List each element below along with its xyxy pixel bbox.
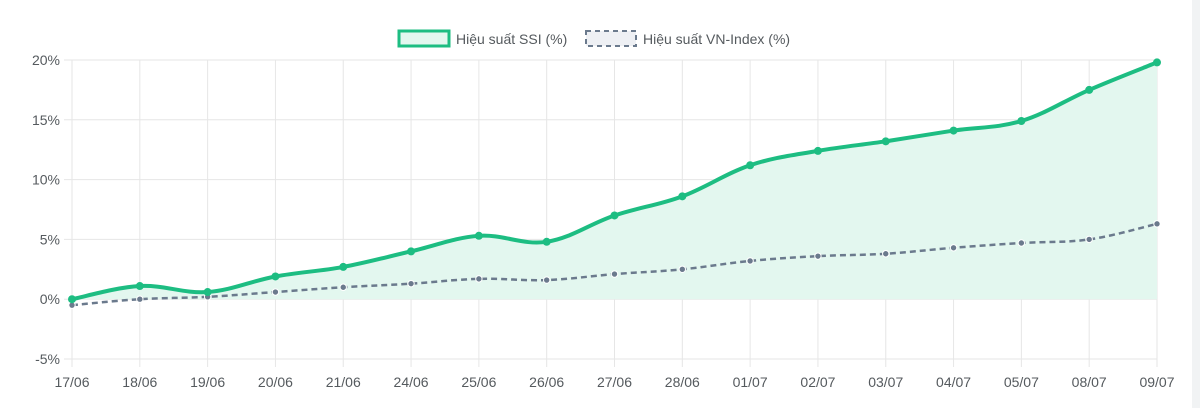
ssi-point[interactable] — [678, 192, 687, 201]
x-tick-label: 21/06 — [326, 374, 361, 390]
x-tick-label: 03/07 — [868, 374, 903, 390]
ssi-point[interactable] — [610, 211, 619, 220]
legend-label-ssi: Hiệu suất SSI (%) — [456, 31, 567, 47]
ssi-point[interactable] — [949, 126, 958, 135]
legend-swatch-vnindex — [585, 30, 637, 47]
x-tick-label: 02/07 — [800, 374, 835, 390]
x-tick-label: 09/07 — [1139, 374, 1174, 390]
ssi-point[interactable] — [135, 282, 144, 291]
vnindex-point[interactable] — [407, 279, 415, 288]
x-tick-label: 04/07 — [936, 374, 971, 390]
vnindex-point[interactable] — [949, 244, 958, 252]
legend-item-vnindex[interactable]: Hiệu suất VN-Index (%) — [585, 30, 790, 47]
ssi-point[interactable] — [203, 288, 212, 297]
ssi-point[interactable] — [407, 247, 416, 256]
legend-swatch-ssi — [397, 29, 451, 48]
card-edge — [1192, 0, 1200, 408]
y-tick-label: 20% — [32, 52, 60, 68]
vnindex-point[interactable] — [339, 283, 347, 291]
vnindex-point[interactable] — [271, 288, 280, 296]
x-tick-label: 28/06 — [665, 374, 700, 390]
vnindex-point[interactable] — [1085, 235, 1093, 244]
y-tick-label: 15% — [32, 112, 60, 128]
x-tick-label: 20/06 — [258, 374, 293, 390]
y-tick-label: -5% — [35, 351, 60, 367]
x-tick-label: 01/07 — [733, 374, 768, 390]
x-tick-label: 24/06 — [394, 374, 429, 390]
x-tick-label: 19/06 — [190, 374, 225, 390]
series-points — [68, 58, 1161, 309]
x-tick-label: 08/07 — [1072, 374, 1107, 390]
ssi-point[interactable] — [271, 272, 280, 281]
vnindex-point[interactable] — [136, 295, 144, 303]
vnindex-point[interactable] — [678, 265, 687, 273]
y-tick-label: 10% — [32, 172, 60, 188]
ssi-point[interactable] — [339, 262, 348, 271]
y-axis-ticks: -5% 0% 5% 10% 15% 20% — [32, 52, 60, 367]
x-tick-label: 25/06 — [461, 374, 496, 390]
vnindex-point[interactable] — [814, 252, 822, 260]
ssi-point[interactable] — [881, 137, 890, 146]
vnindex-point[interactable] — [746, 257, 754, 265]
ssi-area-fill — [72, 62, 1157, 300]
x-tick-label: 18/06 — [122, 374, 157, 390]
ssi-point[interactable] — [746, 161, 755, 170]
x-axis-ticks: 17/06 18/06 19/06 20/06 21/06 24/06 25/06 26/06… — [54, 374, 1174, 390]
x-tick-label: 27/06 — [597, 374, 632, 390]
x-tick-label: 17/06 — [54, 374, 89, 390]
ssi-point[interactable] — [68, 295, 76, 304]
vnindex-point[interactable] — [882, 250, 890, 258]
ssi-point[interactable] — [474, 231, 483, 240]
x-tick-label: 05/07 — [1004, 374, 1039, 390]
y-tick-label: 0% — [40, 291, 60, 307]
vnindex-point[interactable] — [475, 275, 483, 283]
ssi-point[interactable] — [1017, 116, 1026, 125]
vnindex-point[interactable] — [542, 276, 551, 284]
vnindex-point[interactable] — [610, 270, 619, 278]
ssi-point[interactable] — [542, 237, 551, 246]
legend-item-ssi[interactable]: Hiệu suất SSI (%) — [397, 29, 567, 48]
legend: Hiệu suất SSI (%) Hiệu suất VN-Index (%) — [397, 29, 790, 48]
ssi-point[interactable] — [1153, 58, 1161, 67]
vnindex-point[interactable] — [1153, 220, 1161, 228]
y-tick-label: 5% — [40, 231, 60, 247]
ssi-point[interactable] — [813, 146, 822, 155]
ssi-area — [72, 62, 1157, 300]
x-tick-label: 26/06 — [529, 374, 564, 390]
legend-label-vnindex: Hiệu suất VN-Index (%) — [643, 31, 790, 47]
vnindex-point[interactable] — [1017, 239, 1026, 247]
ssi-point[interactable] — [1085, 85, 1094, 94]
